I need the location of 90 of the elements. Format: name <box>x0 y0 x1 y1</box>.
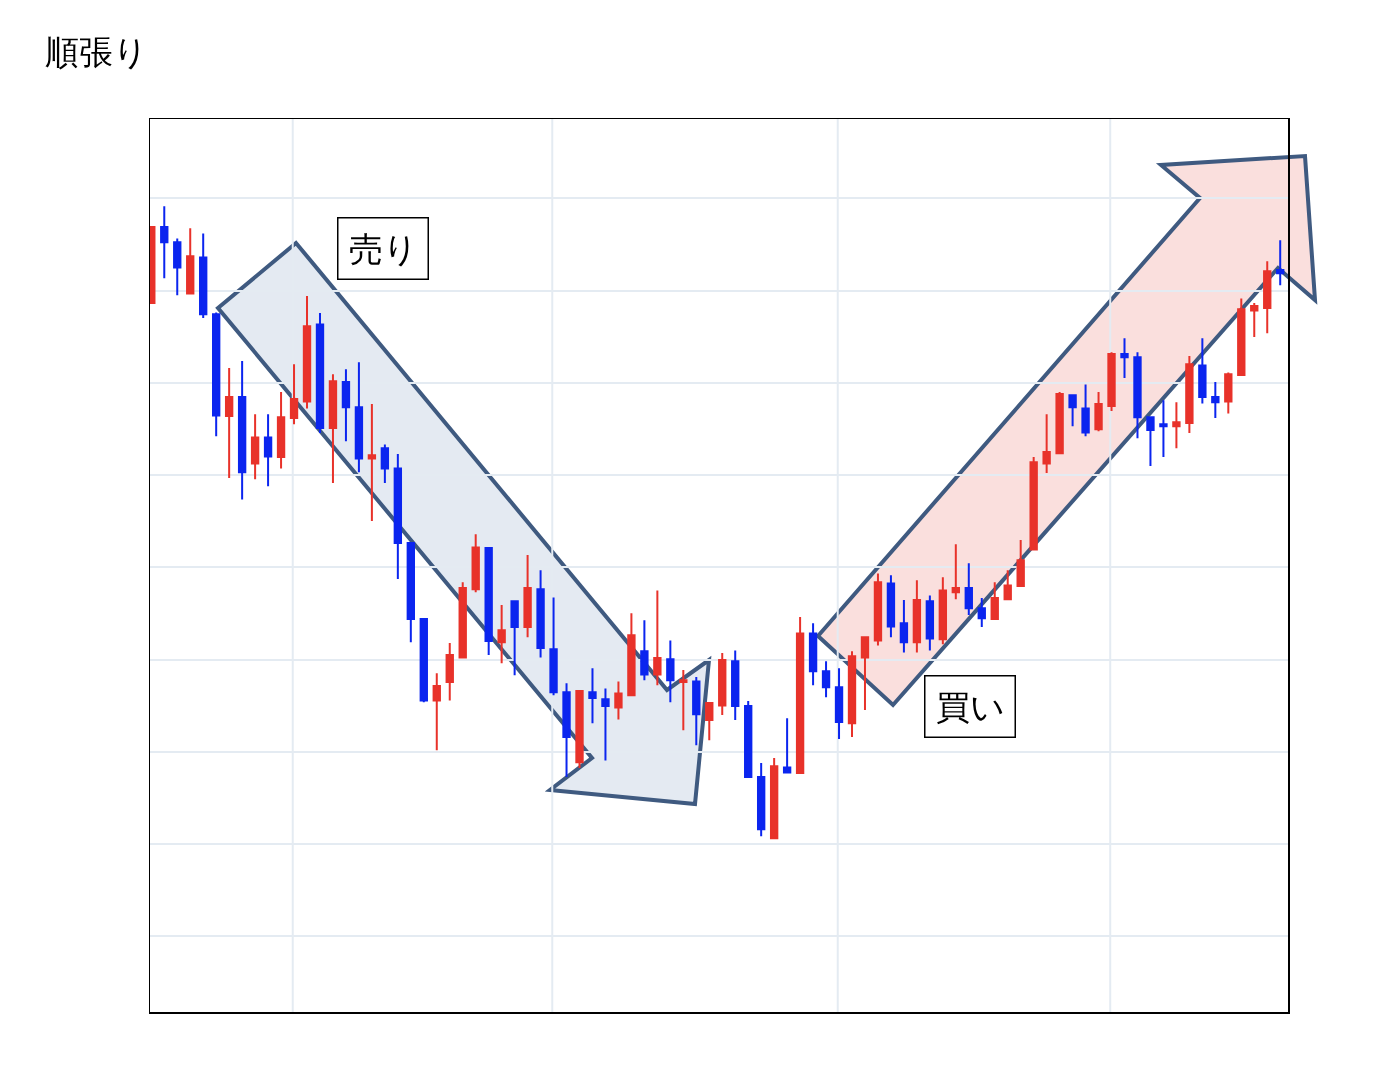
candlestick <box>1016 538 1025 588</box>
candlestick <box>990 581 999 620</box>
candlestick <box>1094 391 1103 433</box>
candlestick <box>393 452 403 581</box>
candlestick <box>471 533 480 594</box>
candlestick <box>575 689 584 770</box>
candlestick <box>237 360 247 501</box>
candlestick <box>808 622 818 687</box>
candlestick <box>1081 383 1090 438</box>
candlestick <box>1003 569 1012 601</box>
candlestick <box>224 367 234 479</box>
candlestick <box>419 617 428 704</box>
candlestick <box>341 368 351 443</box>
candlestick <box>1263 260 1272 335</box>
candlestick <box>718 652 727 716</box>
candlestick <box>536 569 545 659</box>
candlestick <box>276 391 286 470</box>
candlestick <box>484 547 493 656</box>
candlestick <box>510 600 519 677</box>
candlestick <box>834 667 844 740</box>
candlestick <box>899 598 909 654</box>
candlestick <box>679 669 688 732</box>
candlestick <box>614 680 623 721</box>
chart-title: 順張り <box>45 31 148 72</box>
candlestick <box>315 312 325 435</box>
candlestick <box>1068 394 1077 428</box>
candlestick <box>1042 413 1051 474</box>
candlestick <box>847 650 857 739</box>
candlestick <box>1029 456 1038 551</box>
candlestick <box>302 294 312 410</box>
candlestick <box>925 594 935 652</box>
candlestick <box>744 700 753 778</box>
candlestick <box>1276 239 1285 287</box>
candlestick <box>1185 355 1194 435</box>
candlestick <box>886 574 896 639</box>
candlestick <box>964 562 973 617</box>
candlestick <box>653 589 662 687</box>
candlestick <box>549 596 558 697</box>
candlestick <box>860 636 870 711</box>
candlestick <box>588 667 597 725</box>
annotation: 買い <box>935 686 1005 727</box>
candlestick <box>705 701 714 742</box>
candlestick <box>173 237 182 297</box>
candlestick <box>1133 351 1142 440</box>
candlestick <box>756 762 766 838</box>
candlestick <box>821 660 831 699</box>
candlestick <box>1146 416 1155 467</box>
candlestick <box>1250 301 1259 339</box>
candlestick <box>951 543 960 601</box>
candlestick <box>1107 351 1116 412</box>
candlestick <box>160 205 169 280</box>
candlestick <box>1224 371 1233 415</box>
candlestick <box>289 363 299 426</box>
candlestick <box>354 361 364 474</box>
candlestick <box>912 579 922 654</box>
annotation: 売り <box>348 228 418 269</box>
candlestick <box>1211 380 1220 419</box>
candlestick <box>1172 401 1181 450</box>
candlestick <box>692 676 701 747</box>
candlestick <box>250 413 260 481</box>
candlestick <box>731 649 740 722</box>
candlestick <box>328 373 338 485</box>
candlestick <box>380 443 390 485</box>
candlestick <box>873 572 883 647</box>
candlestick <box>186 227 195 295</box>
candlestick <box>406 542 415 644</box>
candlestick <box>432 672 441 752</box>
candlestick <box>263 413 273 488</box>
candlestick <box>938 576 948 646</box>
candlestick <box>1120 337 1129 380</box>
candlestick <box>199 232 208 320</box>
candlestick <box>782 717 792 774</box>
candlestick <box>212 311 221 438</box>
candlestick <box>1055 391 1064 455</box>
candlestick <box>1159 399 1168 459</box>
candlestick <box>627 612 636 697</box>
candlestick <box>562 682 571 778</box>
candlestick <box>769 756 779 840</box>
candlestick <box>497 604 506 665</box>
candlestick <box>445 641 454 702</box>
candlestick <box>795 616 805 775</box>
candlestick <box>1237 297 1246 376</box>
candlestick <box>1198 337 1207 405</box>
candlestick <box>367 403 377 522</box>
candlestick <box>640 619 649 682</box>
candlestick <box>523 554 532 639</box>
candlestick <box>977 597 986 629</box>
candlestick <box>601 687 610 762</box>
candlestick <box>666 639 675 704</box>
candlestick <box>458 581 467 659</box>
